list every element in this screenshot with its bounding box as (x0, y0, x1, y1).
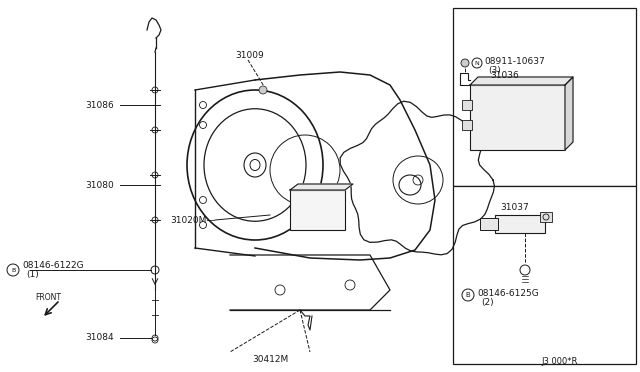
Polygon shape (470, 77, 573, 85)
Bar (470, 85, 565, 150)
Text: 31084: 31084 (85, 334, 114, 343)
Text: N: N (475, 61, 479, 65)
Circle shape (259, 86, 267, 94)
Bar (462, 120, 472, 130)
Text: 31020M—: 31020M— (170, 215, 216, 224)
Text: B: B (466, 292, 470, 298)
Bar (540, 212, 552, 222)
Bar (453, 8, 636, 186)
Text: J3 000*R: J3 000*R (542, 357, 578, 366)
Text: 31036: 31036 (490, 71, 519, 80)
Text: FRONT: FRONT (35, 294, 61, 302)
Text: 31080: 31080 (85, 180, 114, 189)
Text: 31009: 31009 (235, 51, 264, 60)
Text: (1): (1) (26, 270, 39, 279)
Bar (453, 186, 636, 364)
Bar (290, 190, 345, 230)
Text: 08911-10637: 08911-10637 (484, 57, 545, 65)
Text: B: B (11, 267, 15, 273)
Text: (3): (3) (488, 65, 500, 74)
Circle shape (461, 59, 469, 67)
Text: 31037: 31037 (500, 202, 529, 212)
Text: 08146-6125G: 08146-6125G (477, 289, 539, 298)
Polygon shape (290, 184, 353, 190)
Text: 30412M: 30412M (252, 356, 288, 365)
Text: 08146-6122G: 08146-6122G (22, 262, 84, 270)
Polygon shape (565, 77, 573, 150)
Text: 31086: 31086 (85, 100, 114, 109)
Text: (2): (2) (481, 298, 493, 307)
Bar (462, 100, 472, 110)
Bar (480, 218, 498, 230)
Bar (495, 215, 545, 233)
